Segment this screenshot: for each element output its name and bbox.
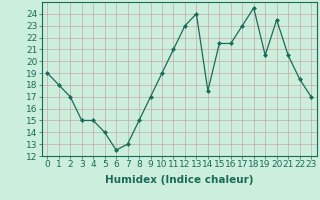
X-axis label: Humidex (Indice chaleur): Humidex (Indice chaleur) xyxy=(105,175,253,185)
